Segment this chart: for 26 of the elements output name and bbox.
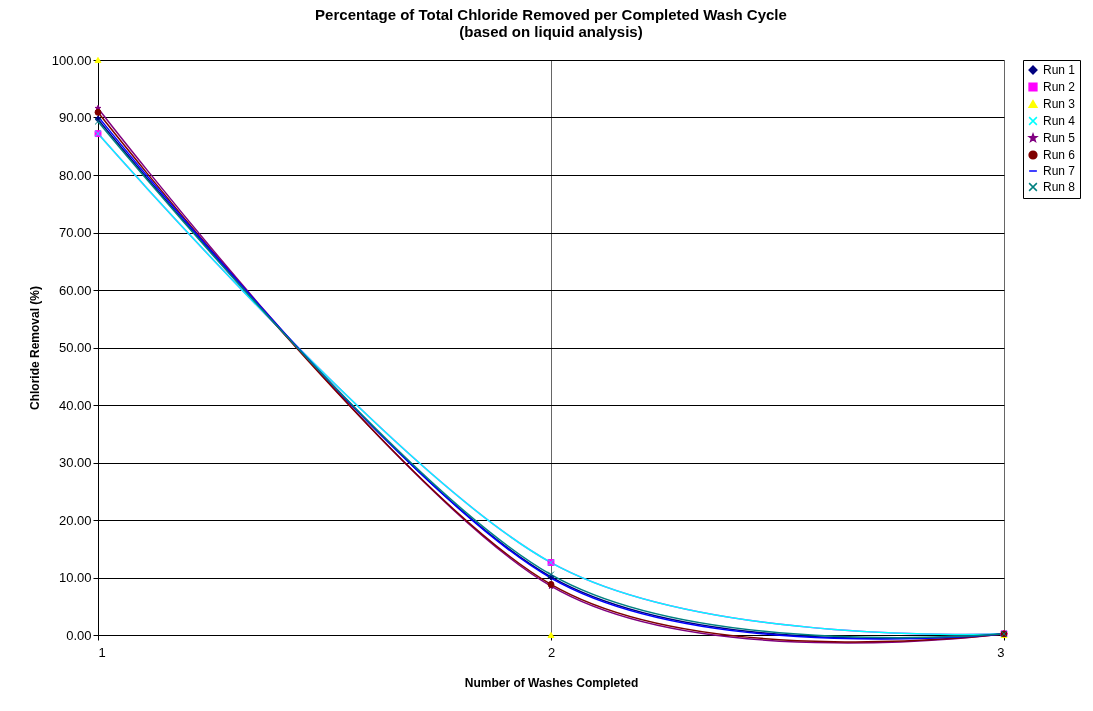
legend-label: Run 2 <box>1043 80 1076 94</box>
y-tick-label: 40.00 <box>58 397 92 413</box>
x-tick-label: 3 <box>997 644 1005 660</box>
legend-label: Run 4 <box>1043 114 1076 128</box>
x-tick-label: 2 <box>547 644 556 660</box>
legend-label: Run 7 <box>1043 164 1076 178</box>
y-tick-label: 20.00 <box>58 512 92 528</box>
y-tick-label: 90.00 <box>58 110 92 125</box>
y-tick-label: 100.00 <box>51 52 92 68</box>
y-tick-label: 80.00 <box>58 167 92 183</box>
y-tick-label: 70.00 <box>58 225 92 240</box>
legend-label: Run 5 <box>1043 131 1076 145</box>
legend-label: Run 8 <box>1043 180 1076 194</box>
x-tick-label: 1 <box>98 644 106 660</box>
y-tick-label: 50.00 <box>58 340 92 355</box>
legend-label: Run 1 <box>1043 63 1076 77</box>
y-axis-title: Chloride Removal (%) <box>27 285 42 411</box>
legend-label: Run 3 <box>1043 97 1076 111</box>
legend-label: Run 6 <box>1043 148 1076 162</box>
x-axis-title: Number of Washes Completed <box>464 675 639 690</box>
y-tick-label: 60.00 <box>58 282 92 298</box>
y-tick-label: 0.00 <box>66 627 92 643</box>
chart-subtitle: (based on liquid analysis) <box>459 23 643 40</box>
y-tick-label: 10.00 <box>58 570 92 585</box>
y-tick-label: 30.00 <box>58 455 92 470</box>
chart-title: Percentage of Total Chloride Removed per Completed Wash Cycle <box>315 6 787 23</box>
